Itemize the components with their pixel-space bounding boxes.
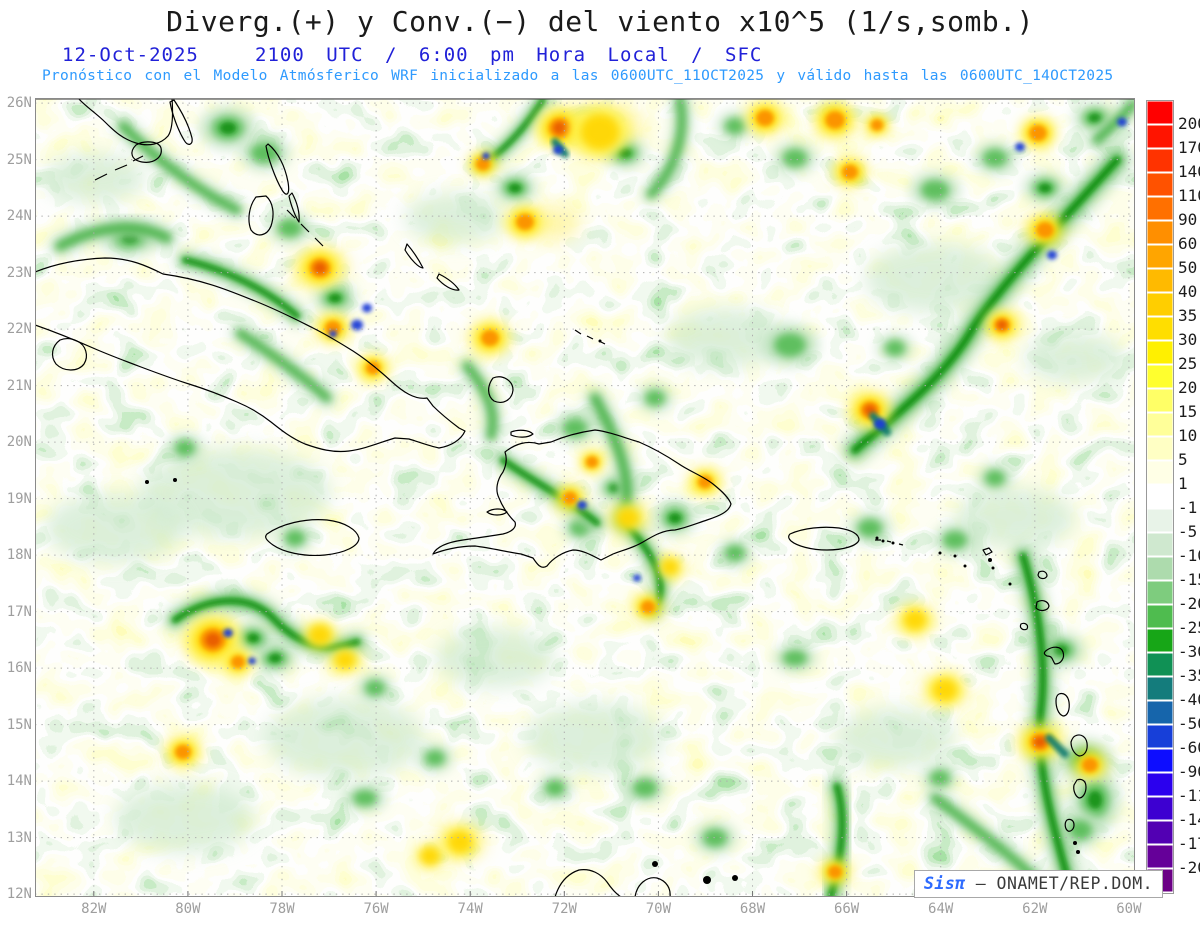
lon-label-78W: 78W — [269, 901, 295, 917]
watermark-brand: Sisπ — [924, 874, 966, 893]
map-area — [34, 91, 1142, 907]
colorbar-tick-200: 200 — [1178, 114, 1200, 133]
colorbar-tick-10: 10 — [1178, 426, 1198, 445]
colorbar-tick--60: -60 — [1178, 738, 1200, 757]
coastlines — [34, 97, 1088, 898]
lon-label-68W: 68W — [739, 901, 766, 917]
colorbar-tick--10: -10 — [1178, 546, 1200, 565]
model-init-note: Pronóstico con el Modelo Atmósferico WRF… — [42, 68, 1114, 84]
lon-label-74W: 74W — [457, 901, 483, 917]
colorbar-tick-110: 110 — [1178, 186, 1200, 205]
field-divergence-hotspots — [165, 101, 1108, 886]
colorbar-tick-50: 50 — [1178, 258, 1198, 277]
colorbar-tick-40: 40 — [1178, 282, 1198, 301]
map-frame — [35, 98, 1135, 897]
lat-label-19N: 19N — [6, 490, 32, 507]
lon-label-70W: 70W — [645, 901, 672, 917]
colorbar-tick--30: -30 — [1178, 642, 1200, 661]
colorbar-tick-5: 5 — [1178, 450, 1188, 469]
colorbar-tick-170: 170 — [1178, 138, 1200, 157]
lat-label-22N: 22N — [6, 321, 32, 338]
watermark-box: Sisπ – ONAMET/REP.DOM. — [914, 870, 1164, 898]
lat-label-21N: 21N — [6, 377, 32, 394]
lat-label-25N: 25N — [6, 151, 32, 168]
colorbar-tick-30: 30 — [1178, 330, 1198, 349]
colorbar-scale — [1146, 100, 1174, 894]
colorbar-tick--110: -110 — [1178, 786, 1200, 805]
colorbar-tick-20: 20 — [1178, 378, 1198, 397]
colorbar-tick-140: 140 — [1178, 162, 1200, 181]
lat-label-13N: 13N — [6, 829, 32, 846]
lon-label-66W: 66W — [833, 901, 860, 917]
colorbar-tick--40: -40 — [1178, 690, 1200, 709]
colorbar-tick--50: -50 — [1178, 714, 1200, 733]
colorbar-tick--25: -25 — [1178, 618, 1200, 637]
colorbar-tick-1: 1 — [1178, 474, 1188, 493]
latlon-gridlines — [35, 98, 1135, 897]
colorbar-tick--20: -20 — [1178, 594, 1200, 613]
colorbar-tick--200: -200 — [1178, 858, 1200, 877]
lat-label-20N: 20N — [6, 434, 32, 451]
colorbar-tick-25: 25 — [1178, 354, 1198, 373]
lon-label-82W: 82W — [81, 901, 107, 917]
page-title: Diverg.(+) y Conv.(−) del viento x10^5 (… — [166, 5, 1034, 38]
colorbar — [1146, 100, 1174, 898]
lat-label-24N: 24N — [6, 208, 32, 225]
colorbar-tick--15: -15 — [1178, 570, 1200, 589]
colorbar-tick--5: -5 — [1178, 522, 1198, 541]
field-soft-green-layer — [45, 153, 1125, 853]
lat-label-12N: 12N — [6, 886, 32, 903]
colorbar-tick--35: -35 — [1178, 666, 1200, 685]
colorbar-tick--140: -140 — [1178, 810, 1200, 829]
lat-label-23N: 23N — [6, 264, 32, 281]
lon-label-72W: 72W — [551, 901, 577, 917]
colorbar-tick-90: 90 — [1178, 210, 1198, 229]
lat-label-15N: 15N — [6, 716, 32, 733]
field-strong-convergence-dots — [223, 117, 1127, 665]
lon-label-76W: 76W — [363, 901, 389, 917]
colorbar-tick--90: -90 — [1178, 762, 1200, 781]
colorbar-tick--1: -1 — [1178, 498, 1198, 517]
colorbar-tick-15: 15 — [1178, 402, 1198, 421]
lat-label-16N: 16N — [6, 660, 32, 677]
lon-label-62W: 62W — [1022, 901, 1048, 917]
colorbar-tick--170: -170 — [1178, 834, 1200, 853]
lon-label-80W: 80W — [175, 901, 201, 917]
lon-label-64W: 64W — [928, 901, 954, 917]
forecast-valid-time: 2100 UTC / 6:00 pm Hora Local / SFC — [255, 44, 763, 66]
lat-label-17N: 17N — [6, 603, 32, 620]
colorbar-tick-60: 60 — [1178, 234, 1198, 253]
colorbar-tick-35: 35 — [1178, 306, 1198, 325]
divergence-convergence-map — [34, 91, 1142, 907]
forecast-date: 12-Oct-2025 — [62, 44, 199, 66]
lat-label-18N: 18N — [6, 547, 32, 564]
lat-label-26N: 26N — [6, 95, 32, 112]
lon-label-60W: 60W — [1116, 901, 1142, 917]
lat-label-14N: 14N — [6, 773, 32, 790]
watermark-org: – ONAMET/REP.DOM. — [975, 874, 1154, 893]
